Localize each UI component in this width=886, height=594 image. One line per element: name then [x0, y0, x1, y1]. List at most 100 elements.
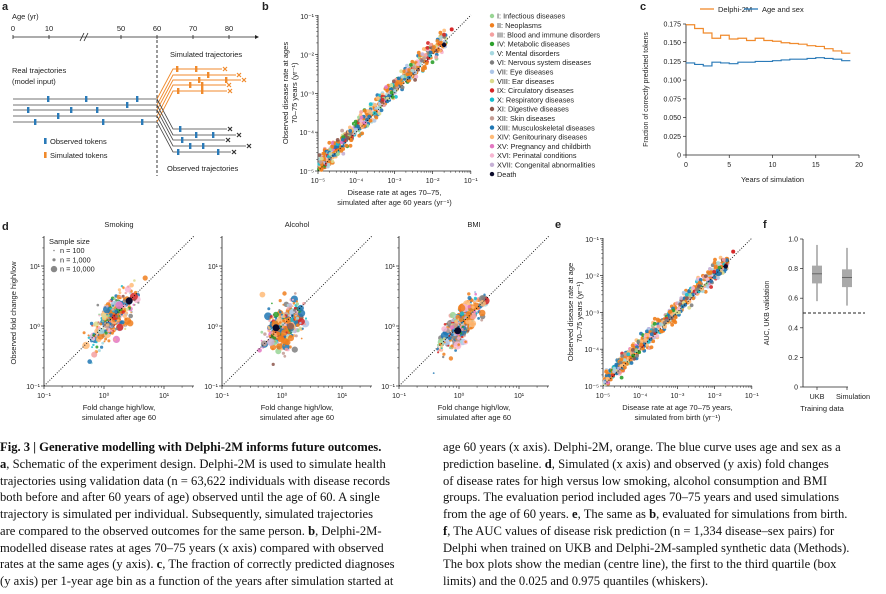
data-point: [125, 307, 129, 311]
caption-text: The box plots show the median (centre li…: [443, 557, 837, 572]
caption-text: prediction baseline.: [443, 456, 545, 471]
legend-marker: [489, 13, 495, 19]
data-point: [449, 27, 454, 32]
observed-token: [217, 149, 220, 155]
data-point: [471, 305, 475, 309]
data-point: [432, 45, 436, 49]
data-point: [450, 333, 454, 337]
data-point: [87, 336, 91, 339]
data-point: [716, 276, 720, 280]
data-point: [268, 327, 271, 330]
data-point: [423, 53, 428, 57]
simulated-token: [225, 77, 228, 83]
data-point: [115, 315, 119, 318]
data-point: [367, 114, 372, 119]
data-point: [643, 337, 648, 342]
data-point: [381, 103, 386, 108]
caption-right-column: age 60 years (x axis). Delphi-2M, orange…: [443, 439, 849, 590]
series-line-delphi-2m: [686, 24, 851, 54]
data-point: [124, 286, 132, 293]
y-tick-label: 1.0: [788, 237, 798, 244]
data-point: [87, 334, 90, 337]
x-tick-label: 10⁻¹: [745, 393, 759, 400]
observed-token: [181, 137, 184, 143]
y-tick-label: 0.050: [663, 115, 681, 122]
data-point: [474, 291, 477, 294]
data-point: [412, 65, 416, 69]
data-point: [416, 62, 421, 67]
data-point: [440, 347, 443, 350]
observed-trajectories-label: Observed trajectories: [167, 164, 239, 173]
data-point: [420, 58, 424, 63]
data-point: [454, 320, 458, 324]
data-point: [708, 267, 712, 271]
observed-token: [136, 96, 139, 102]
data-point: [291, 298, 294, 301]
data-point: [377, 111, 382, 116]
data-point: [478, 309, 486, 317]
identity-line: [317, 14, 472, 172]
y-tick-label: 0.175: [663, 22, 681, 29]
data-point: [132, 303, 135, 306]
data-point: [101, 313, 107, 319]
data-point: [271, 362, 275, 366]
caption-line: Fig. 3 | Generative modelling with Delph…: [0, 439, 395, 456]
x-tick-label: 10⁻¹: [215, 393, 229, 400]
data-point: [319, 156, 324, 161]
data-point: [464, 340, 467, 344]
data-point: [457, 343, 461, 346]
y-tick-label: 0.075: [663, 96, 681, 103]
x-tick-label: 10⁰: [99, 392, 110, 400]
data-point: [685, 296, 689, 301]
data-point: [379, 108, 384, 113]
data-point: [293, 307, 297, 310]
y-tick-label: 10⁻³: [585, 310, 599, 317]
data-point: [285, 331, 288, 334]
data-point: [460, 335, 464, 339]
observed-token: [177, 149, 180, 155]
box-iqr: [812, 265, 822, 284]
data-point: [328, 152, 333, 156]
data-point: [438, 30, 443, 35]
caption-panel-ref: b: [649, 507, 657, 521]
legend-item: Death: [497, 170, 516, 179]
observed-token: [96, 107, 99, 113]
legend-item: XVI: Perinatal conditions: [497, 151, 577, 160]
data-point: [294, 314, 297, 317]
data-point: [687, 299, 692, 304]
legend-item: X: Respiratory diseases: [497, 95, 574, 104]
data-point: [368, 102, 373, 106]
y-tick-label: 10⁻¹: [26, 384, 40, 391]
end-cross-icon: [225, 137, 231, 143]
data-point: [442, 28, 447, 33]
data-point: [269, 317, 272, 320]
data-point: [384, 85, 388, 89]
age-tick-label: 60: [153, 24, 161, 33]
size-legend-entry: n = 100: [60, 246, 85, 255]
data-point: [268, 319, 271, 322]
data-point: [443, 323, 447, 326]
data-point: [296, 328, 300, 333]
data-point: [372, 118, 377, 123]
data-point: [287, 331, 291, 335]
data-point: [287, 322, 295, 330]
data-point: [97, 328, 105, 335]
caption-text: trajectories using validation data (n = …: [0, 473, 391, 488]
legend-swatch: [44, 152, 47, 158]
subplot-title: Smoking: [104, 220, 133, 229]
data-point: [268, 335, 272, 338]
data-point: [266, 338, 275, 346]
data-point: [441, 326, 448, 332]
legend-marker: [489, 51, 495, 56]
data-point: [705, 277, 710, 282]
data-point: [405, 63, 409, 68]
caption-line: groups. The evaluation period included a…: [443, 489, 849, 506]
caption-panel-ref: f: [443, 523, 448, 538]
data-point: [110, 323, 114, 327]
data-point: [677, 306, 681, 311]
data-point: [623, 352, 627, 356]
data-point: [652, 321, 657, 326]
data-point: [377, 102, 382, 106]
observed-trajectory-line: [156, 121, 231, 153]
data-point: [706, 284, 710, 289]
